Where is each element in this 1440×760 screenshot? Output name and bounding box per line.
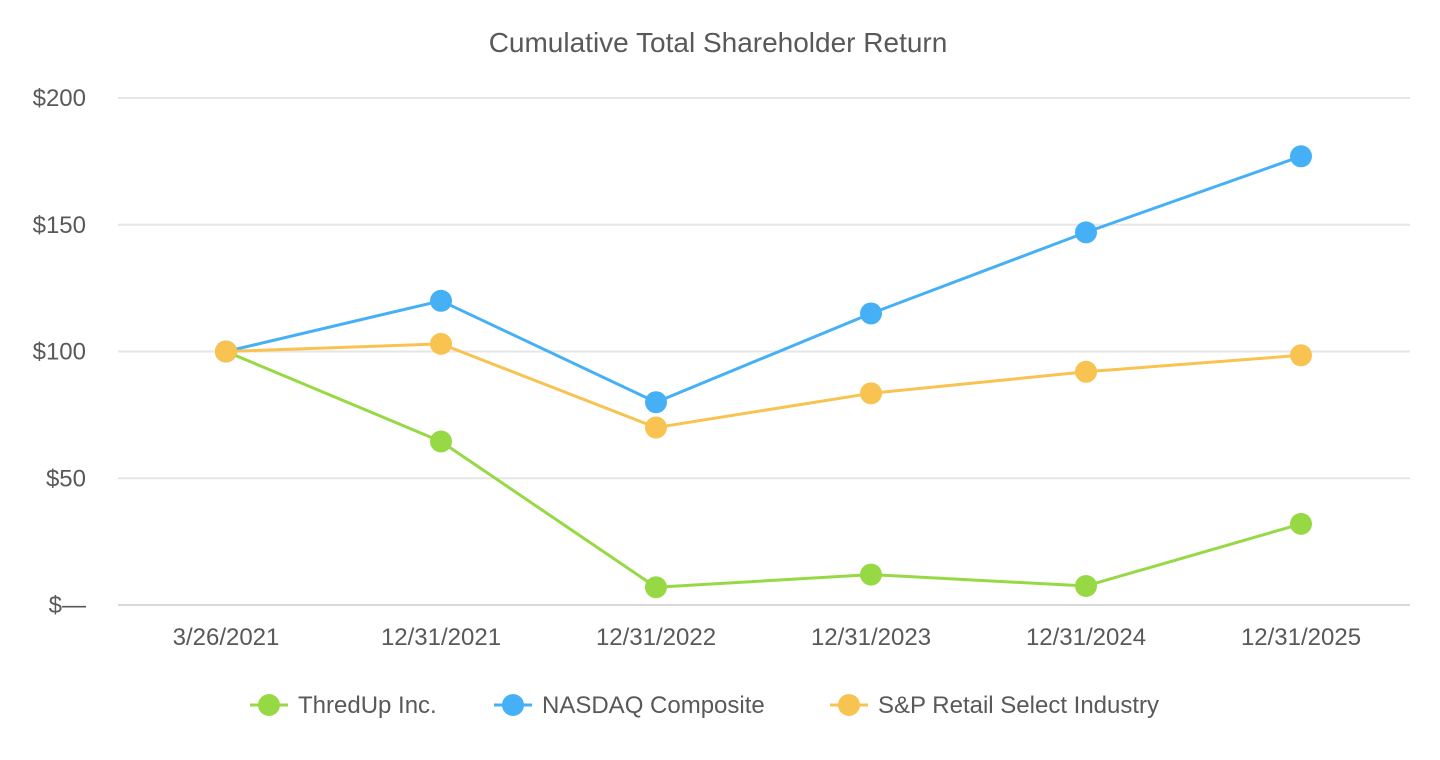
x-tick-label: 3/26/2021	[173, 624, 280, 651]
x-axis-tick-labels: 3/26/2021 12/31/2021 12/31/2022 12/31/2023 1…	[173, 624, 1361, 651]
data-point-s-p-retail-select-industry-4[interactable]	[1075, 360, 1097, 383]
data-point-thredup-inc-4[interactable]	[1075, 574, 1097, 597]
series-thredup-inc	[215, 340, 1312, 599]
data-point-nasdaq-composite-2[interactable]	[645, 391, 667, 414]
data-point-thredup-inc-5[interactable]	[1290, 512, 1312, 535]
series-line-thredup-inc	[225, 350, 1302, 589]
legend-item-thredup-inc[interactable]: ThredUp Inc.	[250, 692, 437, 719]
data-point-thredup-inc-3[interactable]	[860, 563, 882, 586]
x-tick-label: 12/31/2024	[1026, 624, 1146, 651]
data-point-nasdaq-composite-1[interactable]	[430, 289, 452, 312]
data-point-s-p-retail-select-industry-5[interactable]	[1290, 344, 1312, 367]
y-tick-label: $50	[46, 465, 86, 492]
series-nasdaq-composite	[215, 145, 1312, 414]
data-point-s-p-retail-select-industry-3[interactable]	[860, 382, 882, 405]
series-line-s-p-retail-select-industry	[225, 342, 1302, 430]
series-s-p-retail-select-industry	[215, 332, 1312, 439]
legend-item-s-p-retail-select-industry[interactable]: S&P Retail Select Industry	[830, 692, 1159, 719]
data-point-nasdaq-composite-4[interactable]	[1075, 221, 1097, 244]
data-point-thredup-inc-2[interactable]	[645, 576, 667, 599]
legend-swatch-marker	[838, 694, 860, 716]
x-tick-label: 12/31/2021	[381, 624, 501, 651]
legend[interactable]: ThredUp Inc. NASDAQ Composite S&P Retail S…	[250, 692, 1159, 719]
data-point-s-p-retail-select-industry-2[interactable]	[645, 416, 667, 439]
y-tick-label: $150	[33, 212, 86, 239]
x-tick-label: 12/31/2025	[1241, 624, 1361, 651]
x-tick-label: 12/31/2022	[596, 624, 716, 651]
gridlines	[118, 97, 1410, 606]
data-point-nasdaq-composite-5[interactable]	[1290, 145, 1312, 168]
y-tick-label: $—	[49, 592, 86, 619]
data-series	[215, 145, 1312, 599]
legend-label: ThredUp Inc.	[298, 692, 437, 719]
y-tick-label: $200	[33, 85, 86, 112]
legend-swatch-marker	[258, 694, 280, 716]
legend-label: NASDAQ Composite	[542, 692, 765, 719]
chart-title: Cumulative Total Shareholder Return	[489, 27, 948, 58]
x-tick-label: 12/31/2023	[811, 624, 931, 651]
legend-label: S&P Retail Select Industry	[878, 692, 1159, 719]
series-line-nasdaq-composite	[225, 154, 1302, 404]
legend-item-nasdaq-composite[interactable]: NASDAQ Composite	[494, 692, 765, 719]
legend-swatch-marker	[502, 694, 524, 716]
data-point-s-p-retail-select-industry-1[interactable]	[430, 332, 452, 355]
y-tick-label: $100	[33, 339, 86, 366]
data-point-nasdaq-composite-3[interactable]	[860, 302, 882, 325]
data-point-thredup-inc-1[interactable]	[430, 430, 452, 453]
y-axis-tick-labels: $— $50 $100 $150 $200	[33, 85, 86, 619]
data-point-s-p-retail-select-industry-0[interactable]	[215, 340, 237, 363]
